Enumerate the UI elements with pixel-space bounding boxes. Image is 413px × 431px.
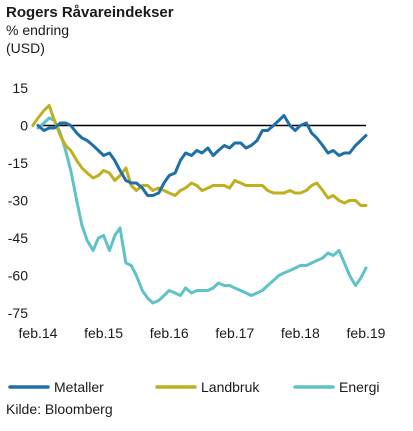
legend-label-energi: Energi bbox=[339, 379, 379, 395]
x-tick-label: feb.15 bbox=[84, 325, 123, 341]
y-tick-label: -15 bbox=[8, 155, 28, 171]
x-axis-ticks: feb.14 feb.15 feb.16 feb.17 feb.18 feb.19 bbox=[19, 325, 386, 341]
x-tick-label: feb.18 bbox=[281, 325, 320, 341]
x-tick-label: feb.17 bbox=[215, 325, 254, 341]
y-axis-ticks: 15 0 -15 -30 -45 -60 -75 bbox=[8, 80, 28, 321]
y-tick-label: -75 bbox=[8, 305, 28, 321]
x-tick-label: feb.14 bbox=[19, 325, 58, 341]
legend-label-landbruk: Landbruk bbox=[201, 379, 260, 395]
chart-legend: Metaller Landbruk Energi bbox=[8, 379, 379, 395]
series-line-landbruk bbox=[31, 104, 368, 207]
series-lines bbox=[31, 104, 368, 305]
x-tick-label: feb.19 bbox=[347, 325, 386, 341]
series-line-metaller bbox=[36, 114, 368, 197]
x-tick-label: feb.16 bbox=[150, 325, 189, 341]
chart-subtitle: % endring bbox=[6, 22, 69, 38]
y-tick-label: -45 bbox=[8, 230, 28, 246]
y-tick-label: -60 bbox=[8, 268, 28, 284]
chart-title: Rogers Råvareindekser bbox=[6, 4, 174, 21]
y-tick-label: 15 bbox=[12, 80, 28, 96]
source-note: Kilde: Bloomberg bbox=[6, 401, 113, 417]
y-axis-unit-label: (USD) bbox=[6, 40, 45, 56]
y-tick-label: 0 bbox=[20, 118, 28, 134]
series-line-energi bbox=[36, 116, 368, 305]
y-tick-label: -30 bbox=[8, 193, 28, 209]
legend-label-metaller: Metaller bbox=[54, 379, 104, 395]
